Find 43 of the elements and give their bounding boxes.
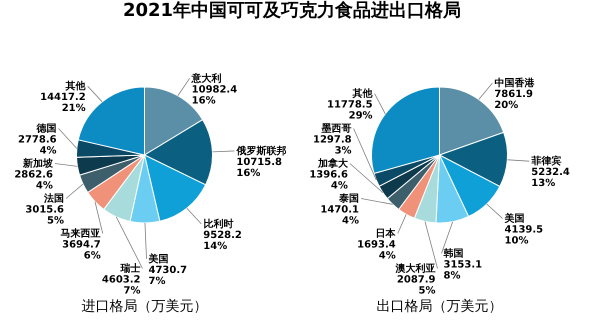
chart-title: 2021年中国可可及巧克力食品进出口格局 (122, 0, 462, 21)
text: 进口格局（万美元） (82, 298, 208, 314)
data-label: 3153.1 8% (444, 259, 482, 282)
data-label: 5232.4 13% (531, 167, 570, 190)
slice-label: 马来西亚 (60, 228, 101, 240)
slice-label: 其他 (64, 80, 87, 92)
slice-label: 德国 (36, 122, 57, 134)
data-label: 3694.7 6% (62, 240, 101, 262)
slice-label: 俄罗斯联邦 (235, 144, 286, 157)
slice-label: 泰国 (338, 192, 360, 204)
slice-label: 比利时 (203, 218, 234, 230)
data-label: 1396.6 4% (309, 170, 348, 192)
data-label: 10715.8 16% (236, 156, 282, 179)
slice-label: 中国香港 (494, 77, 536, 90)
data-label: 2778.6 4% (18, 134, 57, 156)
slice-label: 韩国 (442, 247, 464, 260)
data-label: 10982.4 16% (192, 84, 238, 106)
slice-label: 澳大利亚 (394, 262, 436, 274)
slice-label: 瑞士 (120, 262, 140, 274)
data-label: 11778.5 29% (327, 100, 373, 122)
slice-label: 日本 (376, 228, 397, 240)
slice-label: 加拿大 (316, 158, 349, 170)
text: 出口格局（万美元） (376, 298, 502, 314)
slice-label: 美国 (504, 212, 525, 224)
slice-label: 美国 (148, 252, 168, 265)
slice-label: 意大利 (190, 72, 222, 84)
slice-label: 新加坡 (22, 158, 54, 170)
data-label: 9528.2 14% (203, 230, 242, 252)
slice-label: 法国 (43, 192, 64, 204)
data-label: 4139.5 10% (504, 224, 544, 246)
data-label: 4603.2 7% (102, 274, 141, 296)
slice-label: 墨西哥 (320, 122, 352, 134)
data-label: 1470.1 4% (320, 204, 360, 226)
data-label: 2087.9 5% (396, 274, 436, 296)
data-label: 14417.2 21% (40, 92, 86, 114)
data-label: 4730.7 7% (148, 264, 188, 287)
data-label: 7861.9 20% (494, 89, 533, 112)
slice-label: 菲律宾 (530, 155, 562, 168)
data-label: 3015.6 5% (25, 204, 64, 226)
data-label: 1693.4 4% (357, 240, 396, 262)
data-label: 1297.8 3% (312, 134, 352, 156)
slice-label: 其他 (352, 88, 374, 100)
data-label: 2862.6 4% (14, 170, 53, 192)
